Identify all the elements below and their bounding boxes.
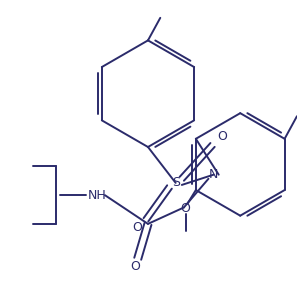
Text: O: O — [181, 202, 190, 215]
Text: S: S — [172, 176, 180, 189]
Text: O: O — [132, 221, 142, 235]
Text: N: N — [209, 168, 218, 181]
Text: NH: NH — [87, 189, 106, 202]
Text: O: O — [217, 130, 227, 143]
Text: O: O — [131, 260, 141, 273]
